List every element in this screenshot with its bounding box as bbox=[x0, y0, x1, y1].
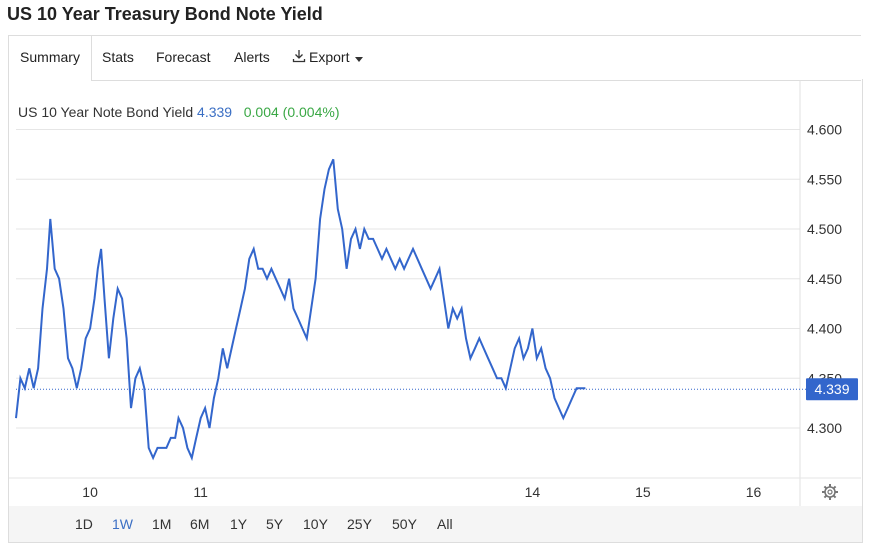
y-tick-label: 4.600 bbox=[807, 122, 842, 138]
range-50y[interactable]: 50Y bbox=[392, 516, 417, 532]
legend-last-value: 4.339 bbox=[197, 104, 233, 120]
export-label: Export bbox=[309, 49, 350, 65]
range-1m[interactable]: 1M bbox=[152, 516, 172, 532]
range-all[interactable]: All bbox=[437, 516, 453, 532]
legend-series-name: US 10 Year Note Bond Yield bbox=[18, 104, 194, 120]
page-title: US 10 Year Treasury Bond Note Yield bbox=[7, 4, 323, 24]
range-6m[interactable]: 6M bbox=[190, 516, 210, 532]
range-1y[interactable]: 1Y bbox=[230, 516, 248, 532]
range-1d[interactable]: 1D bbox=[75, 516, 93, 532]
range-selector: 1D 1W 1M 6M 1Y 5Y 10Y 25Y 50Y All bbox=[8, 506, 863, 543]
legend-change: 0.004 (0.004%) bbox=[243, 104, 340, 120]
y-tick-label: 4.500 bbox=[807, 221, 842, 237]
range-1w[interactable]: 1W bbox=[112, 516, 133, 532]
tab-summary[interactable]: Summary bbox=[8, 36, 92, 81]
gear-icon[interactable] bbox=[822, 484, 838, 500]
y-tick-label: 4.300 bbox=[807, 420, 842, 436]
tab-forecast[interactable]: Forecast bbox=[156, 49, 211, 65]
tab-alerts[interactable]: Alerts bbox=[234, 49, 270, 65]
tab-export[interactable]: Export bbox=[292, 36, 364, 80]
range-10y[interactable]: 10Y bbox=[303, 516, 328, 532]
x-tick-label: 15 bbox=[635, 484, 651, 500]
series-line bbox=[15, 158, 586, 462]
range-5y[interactable]: 5Y bbox=[266, 516, 284, 532]
y-tick-label: 4.450 bbox=[807, 271, 842, 287]
tab-stats[interactable]: Stats bbox=[102, 49, 134, 65]
range-25y[interactable]: 25Y bbox=[347, 516, 372, 532]
chart-legend: US 10 Year Note Bond Yield 4.339 0.004 (… bbox=[18, 104, 339, 120]
download-icon bbox=[292, 37, 306, 79]
x-tick-label: 16 bbox=[746, 484, 762, 500]
x-tick-label: 10 bbox=[82, 484, 98, 500]
y-tick-label: 4.550 bbox=[807, 171, 842, 187]
y-tick-label: 4.400 bbox=[807, 321, 842, 337]
x-tick-label: 14 bbox=[525, 484, 541, 500]
caret-down-icon bbox=[355, 37, 364, 79]
last-value-label: 4.339 bbox=[814, 381, 849, 397]
x-tick-label: 11 bbox=[193, 484, 208, 500]
last-value-badge: 4.339 bbox=[806, 378, 858, 401]
tab-bar: Summary Stats Forecast Alerts Export bbox=[8, 35, 861, 81]
